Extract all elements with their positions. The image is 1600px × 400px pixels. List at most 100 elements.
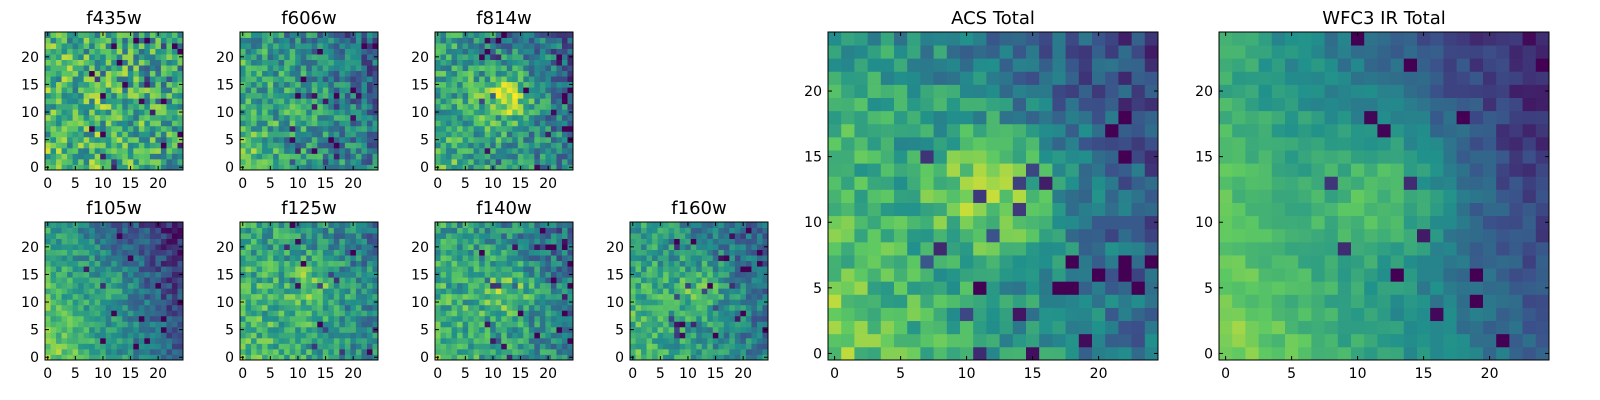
heatmap-cell [317, 65, 324, 72]
heatmap-cell [311, 321, 318, 328]
heatmap-cell [1065, 268, 1080, 282]
heatmap-cell [306, 222, 313, 228]
heatmap-cell [701, 343, 708, 350]
heatmap-cell [484, 222, 491, 228]
heatmap-cell [111, 147, 118, 154]
heatmap-cell [78, 114, 85, 121]
heatmap-cell [756, 288, 763, 295]
heatmap-cell [1105, 189, 1119, 203]
heatmap-cell [72, 114, 79, 121]
panel-title: f140w [476, 198, 531, 219]
heatmap-cell [479, 233, 486, 239]
heatmap-cell [355, 343, 362, 350]
heatmap-cell [446, 354, 452, 361]
heatmap-cell [83, 266, 90, 273]
heatmap-cell [322, 76, 329, 83]
heatmap-cell [894, 176, 908, 190]
heatmap-cell [72, 48, 79, 55]
heatmap-cell [284, 87, 291, 94]
heatmap-cell [534, 109, 541, 116]
heatmap-cell [122, 136, 129, 143]
heatmap-cell [556, 48, 563, 55]
heatmap-cell [435, 255, 441, 262]
heatmap-cell [534, 233, 541, 239]
heatmap-cell [506, 37, 513, 44]
heatmap-cell [1105, 320, 1119, 335]
heatmap-cell [933, 150, 948, 164]
heatmap-cell [300, 48, 307, 55]
heatmap-cell [854, 150, 868, 164]
heatmap-cell [468, 348, 475, 355]
heatmap-cell [462, 288, 469, 295]
heatmap-cell [517, 147, 524, 154]
heatmap-cell [160, 348, 167, 355]
heatmap-cell [1039, 281, 1053, 295]
heatmap-cell [462, 321, 469, 328]
heatmap-cell [372, 131, 379, 138]
heatmap-cell [273, 136, 280, 143]
heatmap-cell [83, 282, 90, 289]
heatmap-cell [50, 288, 57, 295]
heatmap-cell [171, 136, 178, 143]
heatmap-cell [83, 76, 90, 83]
heatmap-cell [646, 310, 653, 317]
heatmap-cell [273, 114, 280, 121]
heatmap-cell [646, 337, 653, 344]
heatmap-cell [56, 125, 62, 132]
heatmap-cell [50, 164, 57, 171]
heatmap-cell [350, 48, 357, 55]
heatmap-cell [344, 114, 351, 121]
heatmap-cell [306, 32, 313, 38]
heatmap-cell [361, 332, 368, 339]
heatmap-cell [284, 103, 291, 110]
heatmap-cell [635, 299, 642, 306]
heatmap-cell [641, 249, 647, 256]
heatmap-cell [339, 326, 346, 333]
heatmap-cell [567, 343, 574, 350]
heatmap-cell [171, 343, 178, 350]
heatmap-cell [517, 337, 524, 344]
heatmap-cell [333, 37, 340, 44]
heatmap-cell [506, 136, 513, 143]
x-tick-label: 5 [461, 366, 470, 382]
heatmap-cell [149, 266, 156, 273]
heatmap-cell [372, 348, 379, 355]
heatmap-cell [1065, 255, 1080, 269]
heatmap-cell [273, 326, 280, 333]
heatmap-cell [457, 282, 463, 289]
heatmap-cell [523, 158, 530, 165]
heatmap-cell [273, 332, 280, 339]
heatmap-cell [674, 255, 681, 262]
heatmap-cell [339, 260, 346, 267]
heatmap-cell [517, 142, 524, 149]
heatmap-cell [295, 43, 302, 49]
heatmap-cell [960, 268, 974, 282]
heatmap-cell [550, 244, 557, 250]
heatmap-cell [506, 310, 513, 317]
heatmap-cell [506, 103, 513, 110]
heatmap-cell [663, 343, 670, 350]
heatmap-cell [528, 70, 535, 77]
heatmap-cell [462, 293, 469, 300]
heatmap-cell [127, 59, 134, 66]
heatmap-cell [685, 227, 692, 234]
heatmap-cell [122, 271, 129, 278]
heatmap-cell [561, 238, 568, 245]
heatmap-cell [1026, 202, 1040, 217]
heatmap-cell [473, 164, 480, 171]
heatmap-cell [284, 114, 291, 121]
heatmap-cell [679, 244, 686, 250]
heatmap-cell [61, 260, 68, 267]
heatmap-cell [166, 354, 173, 361]
heatmap-cell [339, 131, 346, 138]
heatmap-cell [495, 354, 502, 361]
heatmap-cell [306, 227, 313, 234]
heatmap-cell [567, 65, 574, 72]
heatmap-cell [322, 321, 329, 328]
heatmap-cell [366, 271, 373, 278]
heatmap-cell [328, 244, 335, 250]
heatmap-cell [45, 310, 51, 317]
x-tick-label: 15 [317, 176, 335, 192]
heatmap-cell [1012, 346, 1027, 361]
